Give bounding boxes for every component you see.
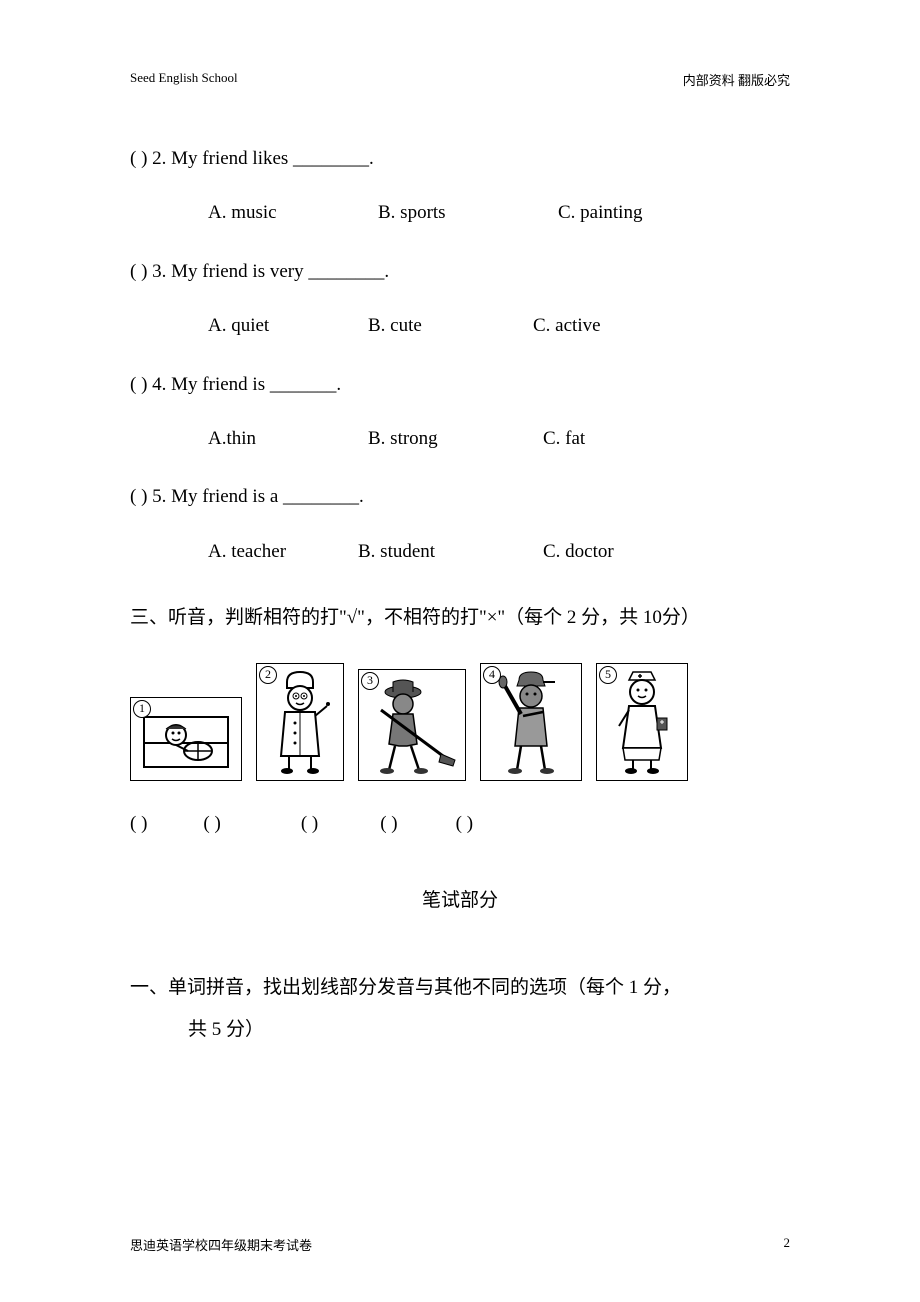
q5-opt-a: A. teacher <box>208 537 358 567</box>
page-header: Seed English School 内部资料 翻版必究 <box>130 70 790 89</box>
q2-stem: My friend likes ________. <box>171 148 374 169</box>
question-3: ( ) 3. My friend is very ________. A. qu… <box>130 257 790 342</box>
q5-options: A. teacher B. student C. doctor <box>130 537 790 567</box>
paren-5: ( ) <box>456 813 473 835</box>
farmer-icon <box>363 674 461 776</box>
q3-prefix: ( ) <box>130 261 152 282</box>
q2-prefix: ( ) <box>130 148 152 169</box>
img-box-1: 1 <box>130 697 242 781</box>
q4-opt-c: C. fat <box>543 424 643 454</box>
header-right: 内部资料 翻版必究 <box>683 70 790 89</box>
img-box-4: 4 <box>480 663 582 781</box>
img-box-3: 3 <box>358 669 466 781</box>
paren-1: ( ) <box>130 813 147 835</box>
exam-page: Seed English School 内部资料 翻版必究 ( ) 2. My … <box>0 0 920 1091</box>
nurse-icon <box>601 668 683 776</box>
q4-opt-b: B. strong <box>368 424 543 454</box>
img-box-2: 2 <box>256 663 344 781</box>
section4-line1: 一、单词拼音，找出划线部分发音与其他不同的选项（每个 1 分， <box>130 967 790 1009</box>
question-2: ( ) 2. My friend likes ________. A. musi… <box>130 144 790 229</box>
q3-opt-b: B. cute <box>368 311 533 341</box>
paren-row: ( ) ( ) ( ) ( ) ( ) <box>130 813 790 835</box>
footer-right: 2 <box>784 1235 791 1254</box>
baseball-icon <box>485 668 577 776</box>
q5-prefix: ( ) <box>130 486 152 507</box>
question-4: ( ) 4. My friend is _______. A.thin B. s… <box>130 370 790 455</box>
img-num-2: 2 <box>259 666 277 684</box>
paren-2: ( ) <box>203 813 220 835</box>
q5-opt-b: B. student <box>358 537 543 567</box>
q3-stem: My friend is very ________. <box>171 261 389 282</box>
paren-4: ( ) <box>380 813 397 835</box>
chef-icon <box>261 668 339 776</box>
section4: 一、单词拼音，找出划线部分发音与其他不同的选项（每个 1 分， 共 5 分） <box>130 967 790 1051</box>
section4-line2: 共 5 分） <box>130 1009 790 1051</box>
q4-prefix: ( ) <box>130 374 152 395</box>
q5-num: 5. <box>152 486 171 507</box>
header-left: Seed English School <box>130 70 238 89</box>
paren-3: ( ) <box>301 813 318 835</box>
img-num-3: 3 <box>361 672 379 690</box>
image-row: 1 2 <box>130 663 790 781</box>
q5-opt-c: C. doctor <box>543 537 663 567</box>
q2-opt-b: B. sports <box>378 198 558 228</box>
img-num-5: 5 <box>599 666 617 684</box>
section3-title: 三、听音，判断相符的打"√"，不相符的打"×"（每个 2 分，共 10分） <box>130 597 790 639</box>
q2-opt-a: A. music <box>208 198 378 228</box>
q2-opt-c: C. painting <box>558 198 698 228</box>
question-5: ( ) 5. My friend is a ________. A. teach… <box>130 482 790 567</box>
driver-icon <box>136 703 236 775</box>
q5-stem: My friend is a ________. <box>171 486 364 507</box>
q4-stem: My friend is _______. <box>171 374 341 395</box>
center-title: 笔试部分 <box>130 885 790 912</box>
q3-num: 3. <box>152 261 171 282</box>
q4-num: 4. <box>152 374 171 395</box>
page-footer: 思迪英语学校四年级期末考试卷 2 <box>130 1235 790 1254</box>
q3-opt-a: A. quiet <box>208 311 368 341</box>
q4-options: A.thin B. strong C. fat <box>130 424 790 454</box>
img-box-5: 5 <box>596 663 688 781</box>
img-num-4: 4 <box>483 666 501 684</box>
img-num-1: 1 <box>133 700 151 718</box>
q2-num: 2. <box>152 148 171 169</box>
q3-options: A. quiet B. cute C. active <box>130 311 790 341</box>
q2-options: A. music B. sports C. painting <box>130 198 790 228</box>
q4-opt-a: A.thin <box>208 424 368 454</box>
footer-left: 思迪英语学校四年级期末考试卷 <box>130 1235 312 1254</box>
q3-opt-c: C. active <box>533 311 653 341</box>
